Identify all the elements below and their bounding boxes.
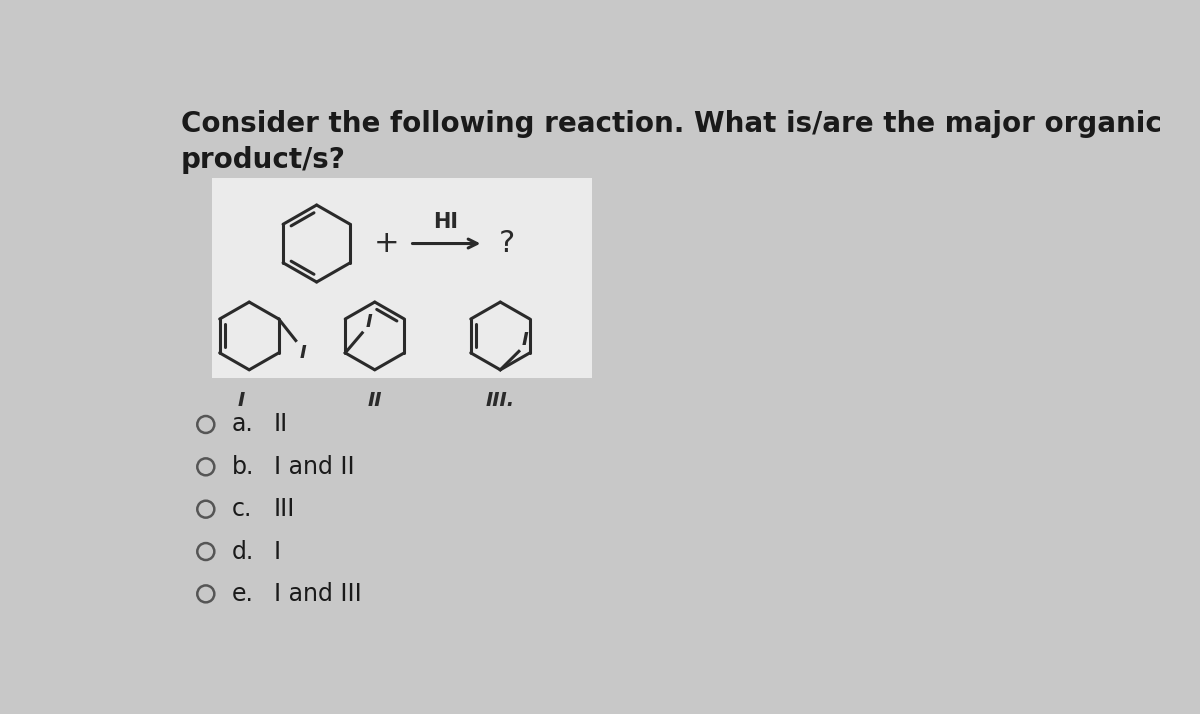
Text: b.: b.: [232, 455, 253, 479]
Text: Consider the following reaction. What is/are the major organic: Consider the following reaction. What is…: [181, 111, 1162, 139]
Text: d.: d.: [232, 540, 253, 563]
Text: II: II: [367, 391, 382, 411]
Text: I: I: [365, 313, 372, 331]
Text: II: II: [274, 413, 288, 436]
Text: c.: c.: [232, 497, 252, 521]
Text: III.: III.: [486, 391, 515, 411]
FancyBboxPatch shape: [212, 178, 592, 378]
Text: +: +: [373, 229, 400, 258]
Text: I and III: I and III: [274, 582, 361, 606]
Text: product/s?: product/s?: [181, 146, 346, 174]
Text: I and II: I and II: [274, 455, 355, 479]
Text: I: I: [522, 331, 529, 349]
Text: III: III: [274, 497, 295, 521]
Text: I: I: [300, 343, 306, 361]
Text: a.: a.: [232, 413, 253, 436]
Text: I: I: [238, 391, 245, 411]
Text: HI: HI: [433, 212, 458, 232]
Text: I: I: [274, 540, 281, 563]
Text: ?: ?: [498, 229, 515, 258]
Text: e.: e.: [232, 582, 253, 606]
